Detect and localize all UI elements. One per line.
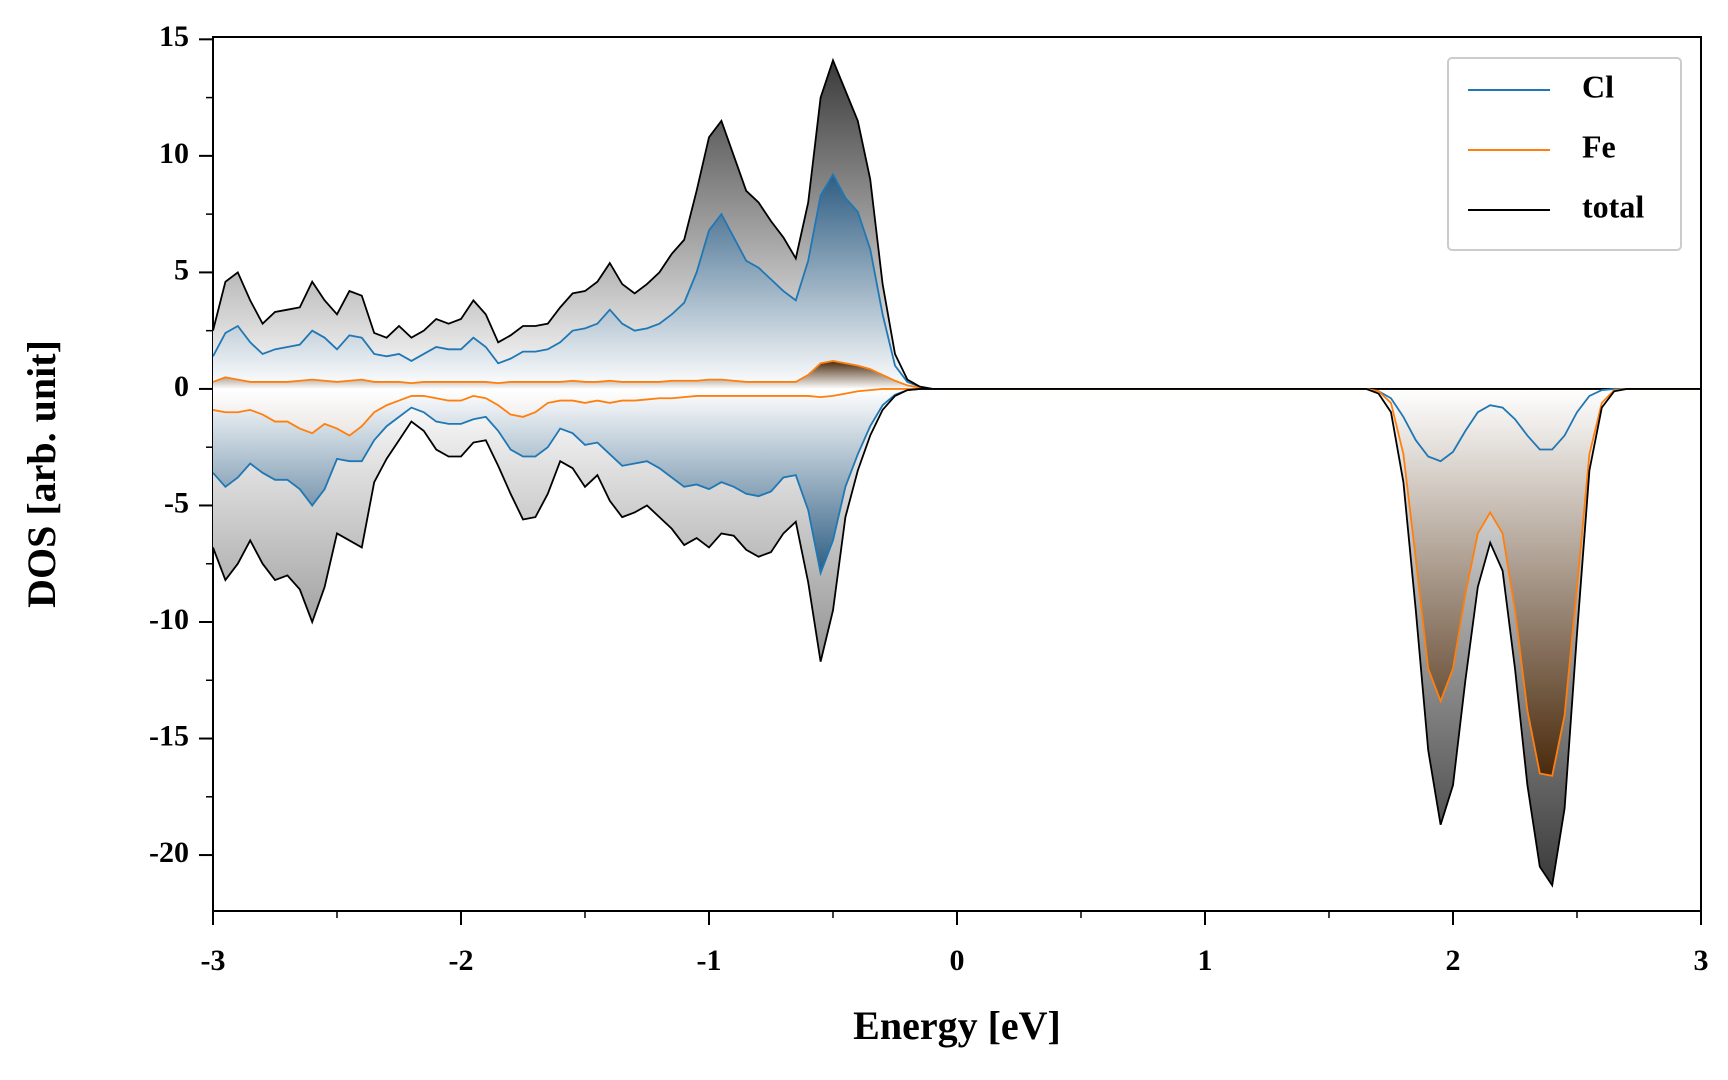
x-tick-label: -2	[449, 944, 474, 977]
y-tick-label: -15	[149, 719, 189, 752]
area-fill	[213, 60, 1701, 389]
y-tick-label: -20	[149, 836, 189, 869]
x-tick-label: 2	[1446, 944, 1461, 977]
x-axis-label: Energy [eV]	[853, 1003, 1061, 1048]
legend-label: total	[1582, 188, 1644, 224]
x-tick-label: -1	[697, 944, 722, 977]
y-tick-label: 15	[159, 20, 189, 53]
x-tick-label: 3	[1694, 944, 1709, 977]
y-tick-label: 5	[174, 253, 189, 286]
area-fill	[213, 388, 1701, 574]
y-axis-label: DOS [arb. unit]	[19, 340, 64, 608]
legend-label: Cl	[1582, 68, 1614, 104]
x-tick-label: -3	[201, 944, 226, 977]
y-tick-label: -5	[164, 486, 189, 519]
x-tick-label: 0	[950, 944, 965, 977]
area-fill	[213, 388, 1701, 776]
line	[213, 388, 1701, 888]
y-tick-label: 0	[174, 370, 189, 403]
x-tick-label: 1	[1198, 944, 1213, 977]
legend-label: Fe	[1582, 128, 1616, 164]
area-fill	[213, 174, 1701, 389]
y-tick-label: 10	[159, 137, 189, 170]
plot-area	[213, 57, 1701, 888]
area-fill	[213, 360, 1701, 389]
y-tick-label: -10	[149, 603, 189, 636]
legend-box	[1447, 57, 1682, 251]
